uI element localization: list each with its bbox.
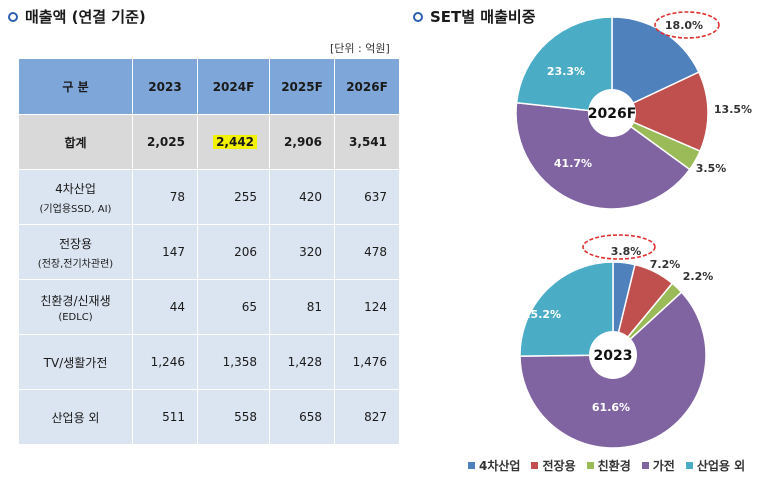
pie-slice <box>519 261 614 357</box>
chart-legend: 4차산업 전장용 친환경 가전 산업용 외 <box>468 457 745 474</box>
header-cell: 2025F <box>269 58 335 115</box>
row-label-sub: (EDLC) <box>58 311 93 323</box>
legend-swatch <box>468 462 475 469</box>
row-label-main: 전장용 <box>58 236 93 251</box>
legend-swatch <box>685 462 693 469</box>
legend-label: 전장용 <box>542 459 576 473</box>
table-cell: 124 <box>334 279 400 335</box>
header-cell: 2024F <box>196 58 271 115</box>
table-cell: 3,541 <box>334 114 400 170</box>
pie-slice <box>515 16 613 114</box>
legend-item: 친환경 <box>586 457 631 474</box>
revenue-heading: 매출액 (연결 기준) <box>8 6 146 27</box>
legend-swatch <box>586 462 594 469</box>
highlighted-value: 2,442 <box>213 135 258 149</box>
legend-swatch <box>531 462 539 469</box>
table-cell: 44 <box>132 279 198 335</box>
table-cell: 255 <box>196 169 271 225</box>
table-cell: 637 <box>334 169 400 225</box>
table-cell: 206 <box>196 224 271 280</box>
legend-label: 친환경 <box>597 459 631 473</box>
pie-chart-2023: 2023 3.8% 7.2%2.2% 61.6% 25.2% <box>519 234 714 449</box>
row-label-sub: (전장,전기차관련) <box>37 258 114 270</box>
pie-chart-2026f: 2026F 18.0% 13.5% 3.5% 41.7% 23.3% <box>515 11 752 210</box>
table-header-row: 구 분 2023 2024F 2025F 2026F <box>18 58 400 115</box>
row-label: 산업용 외 <box>18 389 133 445</box>
header-cell: 2026F <box>334 58 400 115</box>
pie-slice <box>610 71 709 153</box>
pie-data-label: 7.2% <box>650 258 681 271</box>
pie-data-label: 25.2% <box>523 308 561 321</box>
table-cell: 1,476 <box>334 334 400 390</box>
pie-center-label: 2023 <box>594 348 633 364</box>
table-cell: 478 <box>334 224 400 280</box>
pie-data-label: 2.2% <box>683 270 714 283</box>
table-cell: 827 <box>334 389 400 445</box>
legend-label: 가전 <box>652 459 675 473</box>
header-cell: 2023 <box>132 58 198 115</box>
pie-slice <box>515 101 691 210</box>
row-label: 친환경/신재생 (EDLC) <box>18 279 133 335</box>
table-cell: 511 <box>132 389 198 445</box>
table-row: 친환경/신재생 (EDLC) 44 65 81 124 <box>18 279 400 335</box>
highlight-circle <box>582 234 656 260</box>
revenue-table: 구 분 2023 2024F 2025F 2026F 합계 2,025 2,44… <box>18 58 400 445</box>
set-share-title: SET별 매출비중 <box>430 8 536 26</box>
table-cell: 558 <box>196 389 271 445</box>
legend-item: 가전 <box>641 457 675 474</box>
legend-item: 4차산업 <box>468 457 520 474</box>
pie-data-label: 41.7% <box>554 157 592 170</box>
row-label: 합계 <box>18 114 133 170</box>
pie-data-label: 18.0% <box>665 19 703 32</box>
unit-label: [단위 : 억원] <box>330 42 390 55</box>
pie-data-label: 3.5% <box>696 162 727 175</box>
table-cell: 2,025 <box>132 114 198 170</box>
pie-data-label: 3.8% <box>611 245 642 258</box>
table-cell: 81 <box>269 279 335 335</box>
table-cell: 420 <box>269 169 335 225</box>
row-label-main: 4차산업 <box>55 181 96 196</box>
legend-label: 산업용 외 <box>696 459 746 473</box>
circle-bullet-icon <box>8 11 18 22</box>
table-row: 산업용 외 511 558 658 827 <box>18 389 400 445</box>
table-cell: 2,906 <box>269 114 335 170</box>
pie-data-label: 61.6% <box>592 401 630 414</box>
row-label: TV/생활가전 <box>18 334 133 390</box>
legend-item: 전장용 <box>531 457 576 474</box>
pie-data-label: 23.3% <box>547 65 585 78</box>
table-cell: 65 <box>196 279 271 335</box>
table-cell: 147 <box>132 224 198 280</box>
highlight-circle <box>654 11 720 39</box>
row-label-main: 친환경/신재생 <box>40 293 111 308</box>
circle-bullet-icon <box>413 11 423 22</box>
pie-center-hole <box>588 89 636 137</box>
table-row: 4차산업 (기업용SSD, AI) 78 255 420 637 <box>18 169 400 225</box>
legend-item: 산업용 외 <box>685 457 746 474</box>
row-label-sub: (기업용SSD, AI) <box>39 203 112 215</box>
revenue-title: 매출액 (연결 기준) <box>25 8 146 26</box>
table-row: TV/생활가전 1,246 1,358 1,428 1,476 <box>18 334 400 390</box>
pie-data-label: 13.5% <box>714 103 752 116</box>
set-share-heading: SET별 매출비중 <box>413 6 536 27</box>
table-cell: 1,358 <box>196 334 271 390</box>
table-cell: 1,428 <box>269 334 335 390</box>
table-cell: 78 <box>132 169 198 225</box>
legend-swatch <box>641 462 649 469</box>
pie-slice <box>611 16 700 115</box>
header-cell: 구 분 <box>18 58 133 115</box>
pie-center-label: 2026F <box>588 106 637 122</box>
table-cell: 658 <box>269 389 335 445</box>
legend-label: 4차산업 <box>479 459 521 473</box>
pie-center-hole <box>589 331 637 379</box>
